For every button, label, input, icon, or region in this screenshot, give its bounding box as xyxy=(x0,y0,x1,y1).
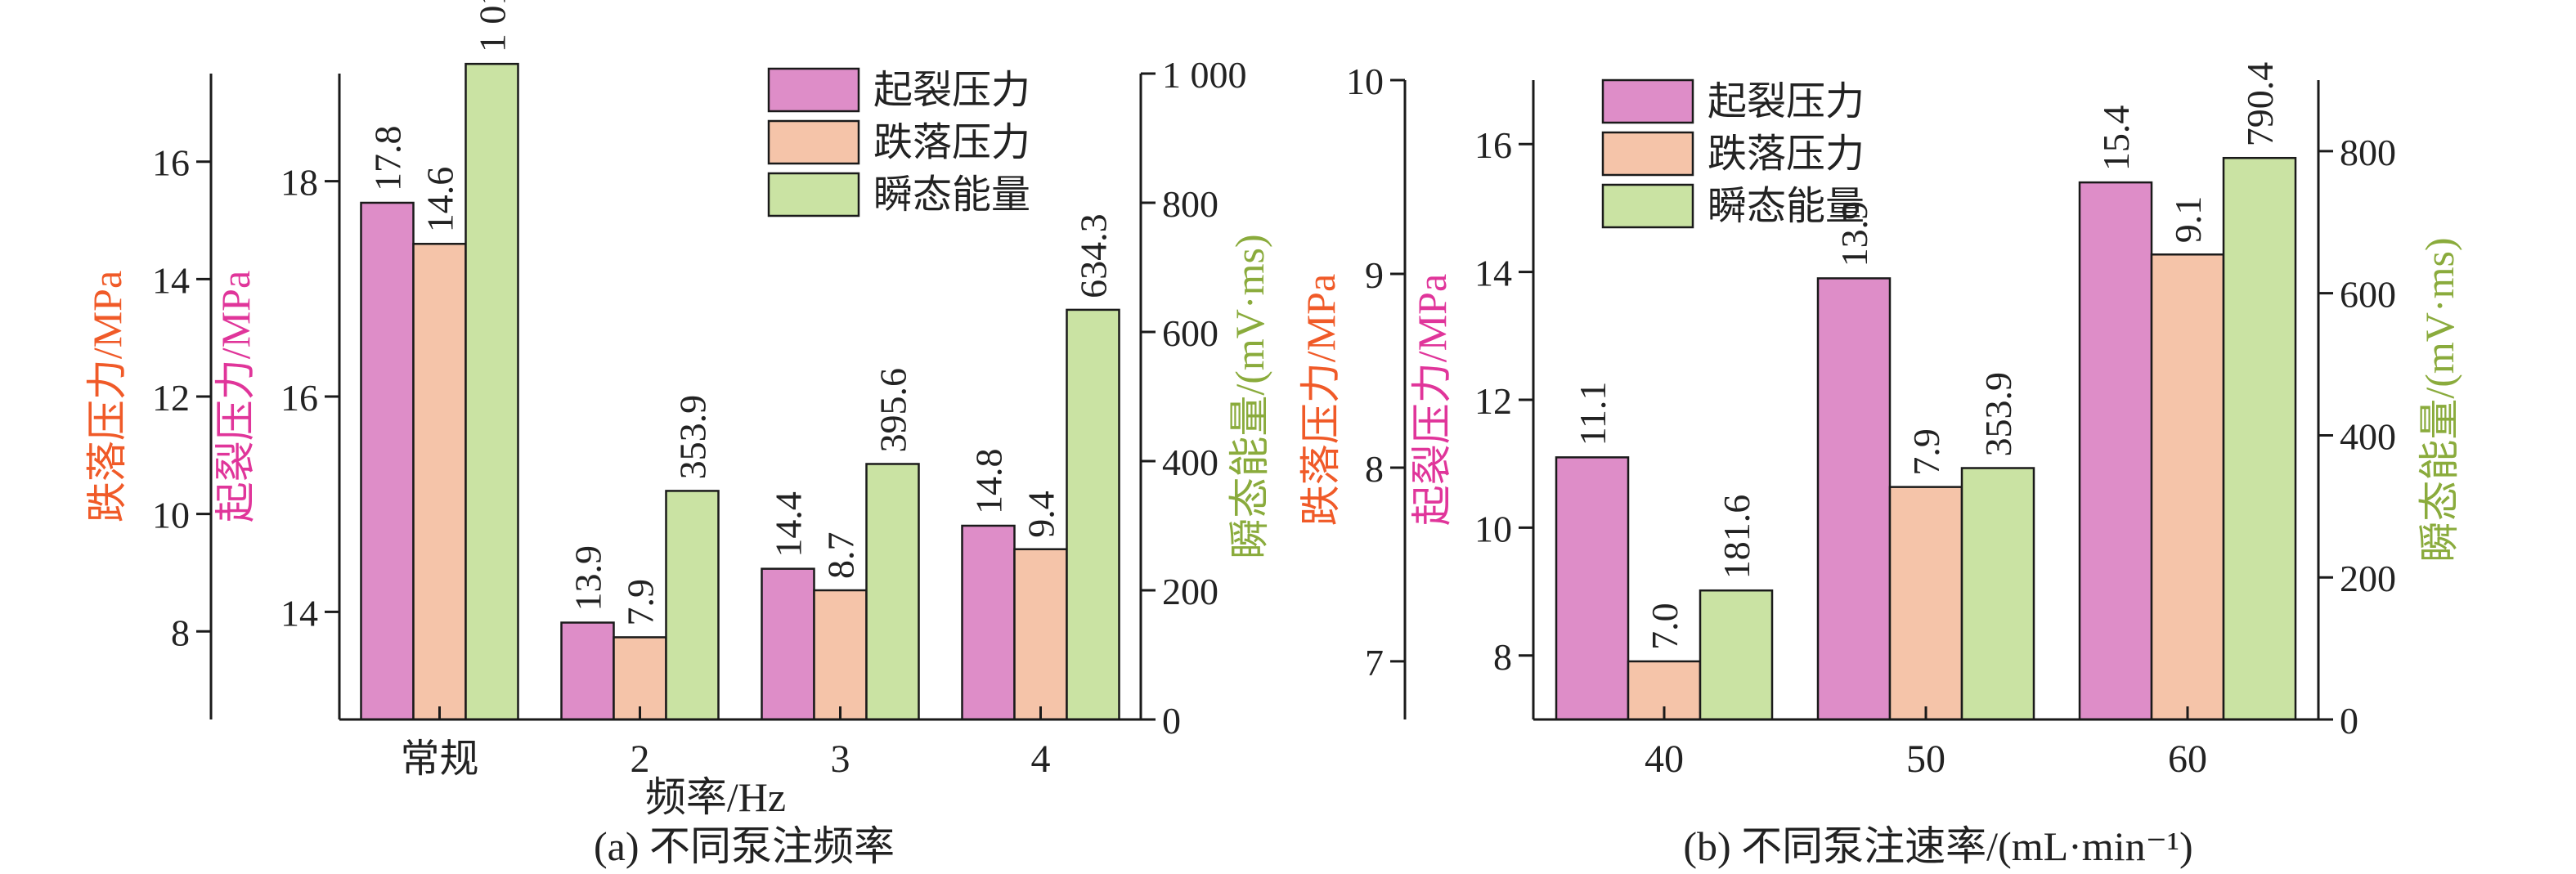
energy-axis-a-tick-label: 400 xyxy=(1162,441,1218,483)
bar-energy xyxy=(665,490,720,721)
falling-axis-a-tick-label: 12 xyxy=(152,377,190,419)
data-label: 9.4 xyxy=(1021,491,1062,538)
data-label: 15.4 xyxy=(2095,105,2137,172)
energy-axis-a-tick-label: 600 xyxy=(1162,312,1218,354)
data-label: 7.0 xyxy=(1644,603,1685,650)
falling-axis-b-tick-label: 7 xyxy=(1365,642,1384,684)
legend-label: 瞬态能量 xyxy=(873,173,1030,217)
x-tick-label: 3 xyxy=(831,737,850,781)
bar-energy xyxy=(2222,156,2297,721)
initiation-axis-a-tick-label: 18 xyxy=(280,162,318,204)
energy-axis-b-tick-label: 200 xyxy=(2340,558,2396,599)
bar-falling xyxy=(2150,253,2225,721)
legend-swatch xyxy=(1601,183,1694,229)
data-label: 13.9 xyxy=(1833,201,1875,267)
legend-label: 跌落压力 xyxy=(873,121,1030,164)
bar-energy xyxy=(1066,308,1120,721)
data-label: 14.6 xyxy=(420,167,461,233)
energy-axis-a-tick-label: 800 xyxy=(1162,183,1218,225)
energy-axis-a-tick-label: 1 000 xyxy=(1162,54,1247,96)
energy-axis-b-label: 瞬态能量/(mV·ms) xyxy=(2417,237,2462,562)
x-axis-label: 频率/Hz xyxy=(645,774,786,820)
data-label: 353.9 xyxy=(672,395,714,480)
legend-swatch xyxy=(767,67,860,113)
x-tick-label: 60 xyxy=(2168,737,2207,781)
x-tick-label: 常规 xyxy=(400,737,478,781)
initiation-axis-b-tick-label: 8 xyxy=(1493,636,1512,678)
energy-axis-a-label: 瞬态能量/(mV·ms) xyxy=(1227,234,1272,558)
legend-label: 跌落压力 xyxy=(1708,132,1865,176)
chart-caption: (a) 不同泵注频率 xyxy=(594,823,895,869)
data-label: 9.1 xyxy=(2167,196,2209,244)
initiation-axis-a-label: 起裂压力/MPa xyxy=(213,271,258,522)
chart-caption: (b) 不同泵注速率/(mL·min⁻¹) xyxy=(1683,823,2192,869)
initiation-axis-b-tick-label: 10 xyxy=(1474,508,1512,549)
data-label: 395.6 xyxy=(873,368,914,453)
falling-axis-b-tick-label: 8 xyxy=(1365,448,1384,490)
data-label: 14.4 xyxy=(768,491,810,558)
data-label: 11.1 xyxy=(1572,382,1613,446)
legend-swatch xyxy=(767,172,860,217)
bar-initiation xyxy=(961,524,1016,721)
data-label: 14.8 xyxy=(968,449,1010,515)
data-label: 17.8 xyxy=(367,126,409,192)
initiation-axis-a-tick-label: 16 xyxy=(280,377,318,419)
x-tick-label: 2 xyxy=(631,737,650,781)
bar-initiation xyxy=(1555,456,1630,721)
bar-initiation xyxy=(761,567,815,721)
falling-axis-a-tick-label: 16 xyxy=(152,142,190,184)
legend-label: 起裂压力 xyxy=(873,69,1030,112)
initiation-axis-b-tick-label: 14 xyxy=(1474,253,1512,294)
falling-axis-b-tick-label: 9 xyxy=(1365,254,1384,296)
bar-falling xyxy=(1013,548,1068,721)
bar-energy xyxy=(464,62,519,721)
data-label: 181.6 xyxy=(1716,495,1757,580)
bar-energy xyxy=(865,463,920,721)
data-label: 8.7 xyxy=(820,532,862,580)
falling-axis-a-tick-label: 10 xyxy=(152,495,190,536)
bar-energy xyxy=(1960,467,2035,721)
x-tick-label: 50 xyxy=(1906,737,1945,781)
bar-falling xyxy=(1888,486,1963,721)
bar-falling xyxy=(813,589,868,721)
energy-axis-b-tick-label: 400 xyxy=(2340,415,2396,457)
energy-axis-a-tick-label: 200 xyxy=(1162,571,1218,612)
data-label: 634.3 xyxy=(1073,213,1115,298)
data-label: 13.9 xyxy=(568,545,609,612)
x-tick-label: 4 xyxy=(1031,737,1051,781)
chart-panel-a: 8 10 12 14 16 跌落压力/MPa 14 16 18 起裂压力/MPa 0 200 400 60… xyxy=(84,0,1272,869)
data-label: 7.9 xyxy=(620,579,662,626)
falling-axis-b-tick-label: 10 xyxy=(1346,61,1384,102)
data-label: 7.9 xyxy=(1905,428,1947,476)
bar-initiation xyxy=(2078,181,2153,721)
legend-swatch xyxy=(1601,78,1694,124)
bar-initiation xyxy=(360,201,415,721)
data-label: 353.9 xyxy=(1977,372,2019,457)
chart-panel-b: 7 8 9 10 跌落压力/MPa 8 10 12 14 16 起裂压力/MPa 0 200 400 600… xyxy=(1298,61,2462,869)
falling-axis-b-label: 跌落压力/MPa xyxy=(1298,274,1344,526)
energy-axis-a-tick-label: 0 xyxy=(1162,700,1181,742)
legend-swatch xyxy=(767,119,860,165)
initiation-axis-b-label: 起裂压力/MPa xyxy=(1409,274,1455,526)
bar-energy xyxy=(1699,589,1774,721)
data-label: 1 015 xyxy=(472,0,514,52)
legend-label: 起裂压力 xyxy=(1708,80,1865,123)
falling-axis-a-tick-label: 14 xyxy=(152,259,190,301)
falling-axis-a-label: 跌落压力/MPa xyxy=(84,271,130,522)
bar-initiation xyxy=(1816,277,1892,721)
energy-axis-b-tick-label: 600 xyxy=(2340,274,2396,316)
legend-label: 瞬态能量 xyxy=(1708,185,1865,228)
energy-axis-b-tick-label: 0 xyxy=(2340,700,2358,742)
legend-swatch xyxy=(1601,131,1694,177)
initiation-axis-a-tick-label: 14 xyxy=(280,592,318,634)
bar-falling xyxy=(412,243,467,721)
bar-initiation xyxy=(560,621,615,721)
initiation-axis-b-tick-label: 12 xyxy=(1474,380,1512,422)
initiation-axis-b-tick-label: 16 xyxy=(1474,124,1512,166)
data-label: 790.4 xyxy=(2239,62,2281,147)
x-tick-label: 40 xyxy=(1645,737,1684,781)
energy-axis-b-tick-label: 800 xyxy=(2340,132,2396,173)
falling-axis-a-tick-label: 8 xyxy=(171,612,190,653)
